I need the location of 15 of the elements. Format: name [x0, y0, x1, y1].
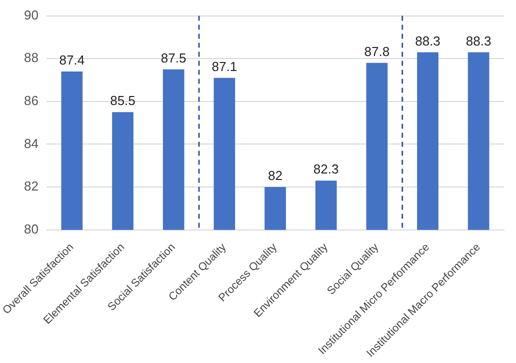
data-label: 87.1 — [212, 58, 238, 74]
data-label: 87.4 — [59, 52, 85, 68]
data-label: 82 — [268, 168, 282, 184]
data-label: 87.5 — [160, 50, 186, 66]
y-tick-label: 90 — [24, 7, 39, 22]
y-tick-label: 86 — [24, 93, 39, 108]
data-label: 88.3 — [415, 33, 440, 48]
data-label: 85.5 — [110, 93, 136, 108]
data-label: 82.3 — [313, 162, 339, 177]
data-label: 88.3 — [466, 33, 492, 48]
y-tick-label: 80 — [24, 221, 39, 236]
y-tick-label: 84 — [24, 136, 39, 151]
data-label: 87.8 — [364, 44, 390, 59]
y-tick-label: 88 — [24, 50, 39, 66]
y-tick-label: 82 — [24, 178, 39, 194]
